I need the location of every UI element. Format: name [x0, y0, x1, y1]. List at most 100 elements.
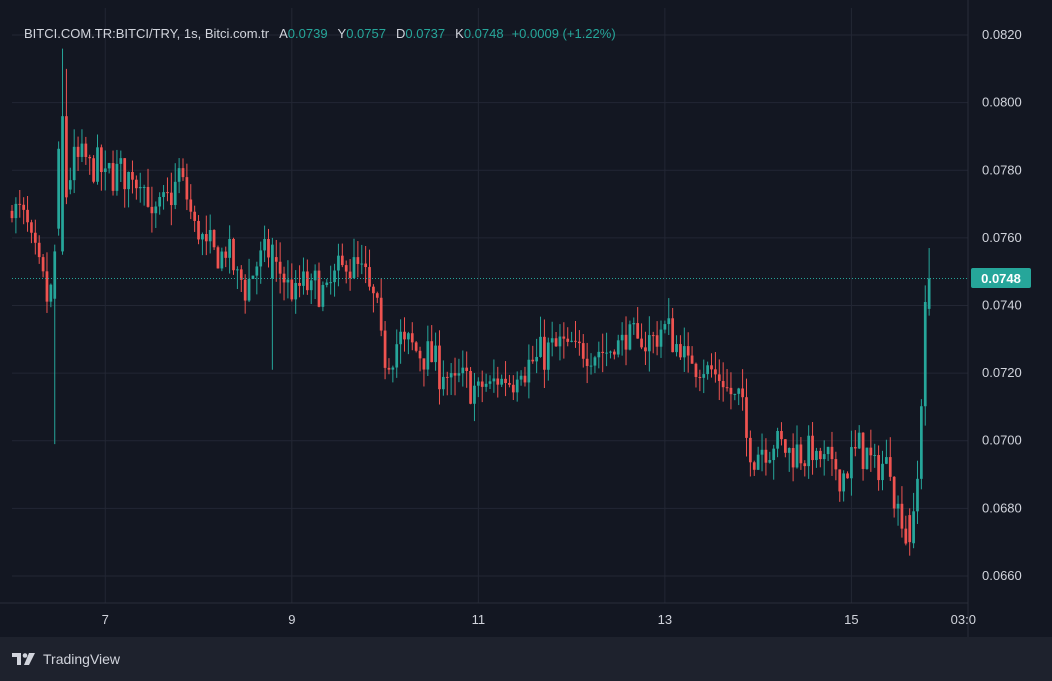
candle-body: [515, 379, 519, 393]
candle-body: [504, 378, 507, 384]
candle-body: [822, 454, 826, 460]
candle-body: [100, 147, 103, 173]
candle-body: [760, 449, 764, 455]
candle-body: [107, 163, 111, 169]
candle-body: [601, 351, 605, 353]
candle-body: [282, 273, 286, 283]
candle-body: [783, 439, 787, 453]
candle-body: [243, 279, 247, 301]
candle-body: [527, 359, 531, 383]
candle-body: [278, 261, 282, 274]
candle-body: [791, 448, 795, 468]
chart-axes: [0, 0, 969, 637]
candle-body: [438, 345, 441, 390]
candle-body: [49, 284, 53, 302]
x-tick-label: 7: [102, 612, 109, 627]
candle-body: [30, 222, 33, 233]
y-tick-label: 0.0680: [982, 500, 1022, 515]
candle-body: [511, 384, 515, 393]
candle-body: [912, 511, 915, 544]
candle-body: [26, 209, 29, 223]
candle-body: [908, 515, 912, 543]
candle-body: [679, 344, 682, 358]
candle-body: [76, 146, 80, 157]
candle-body: [675, 344, 678, 353]
candle-body: [725, 387, 729, 389]
candle-body: [694, 363, 698, 378]
candle-body: [263, 239, 266, 251]
candle-body: [356, 257, 360, 264]
candle-body: [189, 199, 193, 212]
candle-body: [578, 341, 581, 344]
candle-body: [434, 345, 437, 363]
candle-body: [286, 279, 290, 283]
candle-body: [570, 340, 573, 342]
candle-body: [818, 450, 822, 460]
candle-body: [686, 346, 690, 356]
candle-body: [865, 447, 869, 469]
candle-body: [768, 460, 772, 463]
candle-body: [131, 171, 134, 180]
candle-body: [220, 251, 224, 269]
candle-body: [239, 269, 243, 280]
candle-body: [737, 388, 741, 394]
candle-body: [733, 393, 737, 395]
candle-body: [721, 381, 725, 388]
open-label: A: [279, 25, 288, 41]
tradingview-brand[interactable]: TradingView: [12, 649, 120, 669]
x-tick-label: 15: [844, 612, 858, 627]
candle-body: [920, 406, 923, 479]
candle-body: [33, 232, 37, 243]
candle-body: [154, 206, 158, 214]
candle-body: [620, 334, 624, 341]
candle-body: [749, 437, 752, 463]
candle-body: [861, 432, 865, 469]
candle-body: [185, 177, 189, 200]
candle-body: [391, 367, 395, 370]
candle-body: [173, 181, 177, 206]
candle-body: [632, 323, 636, 325]
candle-body: [710, 365, 713, 370]
candle-body: [119, 158, 123, 164]
candle-body: [305, 271, 309, 291]
candle-body: [352, 257, 356, 279]
candle-body: [605, 352, 608, 354]
candle-body: [690, 355, 694, 364]
candle-body: [321, 284, 325, 307]
chart-legend: BITCI.COM.TR:BITCI/TRY, 1s, Bitci.com.tr…: [24, 24, 616, 42]
candle-body: [212, 229, 216, 248]
candle-body: [562, 336, 566, 339]
candle-body: [702, 374, 706, 378]
x-tick-label: 11: [472, 612, 486, 627]
candle-body: [290, 279, 294, 300]
candle-body: [550, 338, 554, 343]
candle-body: [496, 378, 500, 385]
chart-grid: [12, 8, 968, 603]
candle-body: [383, 330, 387, 368]
candles: [10, 48, 931, 556]
candle-body: [201, 234, 204, 240]
candle-body: [333, 270, 336, 283]
candle-body: [414, 342, 418, 351]
candle-body: [298, 282, 301, 286]
candle-body: [166, 192, 169, 194]
candle-body: [340, 255, 344, 266]
candle-body: [68, 180, 72, 190]
chart-canvas[interactable]: 0.0820 0.0800 0.0780 0.0760 0.0740 0.0720 0.07…: [0, 0, 1052, 637]
candle-body: [426, 341, 430, 370]
candle-body: [267, 239, 270, 258]
candle-body: [208, 229, 212, 242]
candle-body: [706, 365, 709, 375]
candle-body: [616, 340, 620, 355]
symbol-label[interactable]: BITCI.COM.TR:BITCI/TRY, 1s, Bitci.com.tr: [24, 25, 270, 41]
close-value: 0.0748: [463, 25, 504, 41]
candle-body: [18, 203, 22, 205]
candle-body: [449, 373, 453, 378]
candle-body: [612, 351, 616, 355]
candle-body: [671, 318, 675, 353]
candle-body: [379, 297, 383, 331]
candle-body: [337, 255, 340, 271]
candle-body: [255, 266, 259, 276]
candle-body: [142, 186, 146, 188]
